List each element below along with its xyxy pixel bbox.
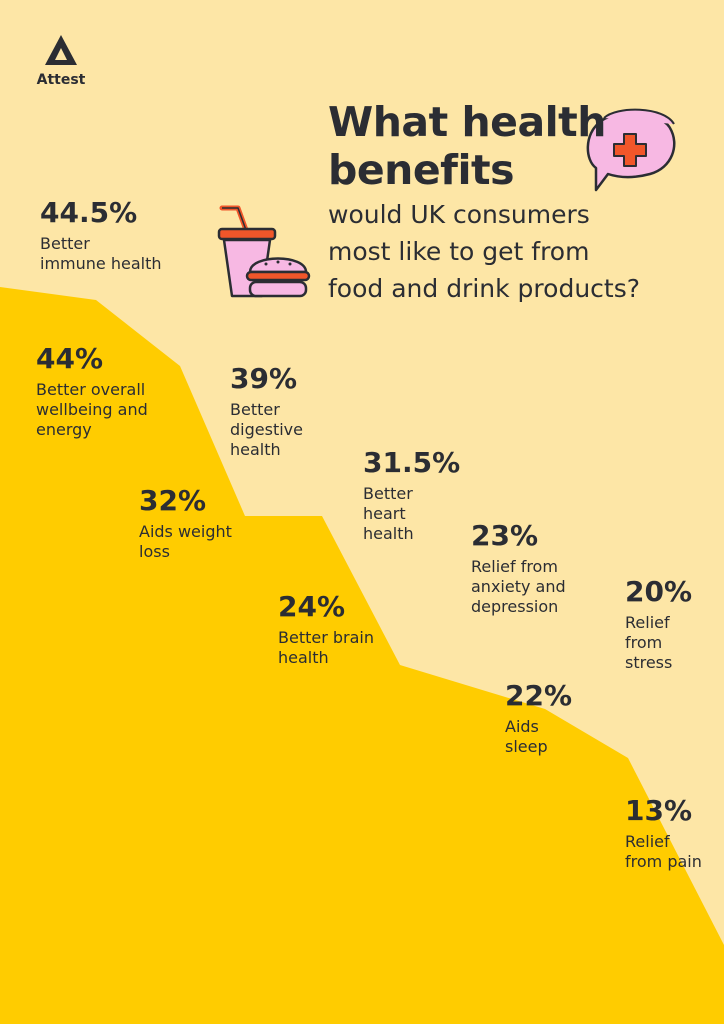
stat-label-line: heart bbox=[363, 504, 406, 523]
attest-logo-icon bbox=[45, 35, 77, 65]
stat-label-line: Aids bbox=[505, 717, 539, 736]
stat-value: 22% bbox=[505, 679, 573, 712]
stat-label-line: health bbox=[363, 524, 414, 543]
stat-better-overall-wellbeing-and-energy: 44% Better overall wellbeing and energy bbox=[36, 344, 148, 440]
stat-value: 44% bbox=[36, 342, 104, 375]
speech-bubble-medical-cross-icon bbox=[586, 108, 676, 192]
stat-value: 31.5% bbox=[363, 446, 461, 479]
stat-label-line: immune health bbox=[40, 254, 162, 273]
subtitle-line: food and drink products? bbox=[328, 274, 640, 303]
subtitle-line: would UK consumers bbox=[328, 200, 590, 229]
stat-better-immune-health: 44.5% Better immune health bbox=[40, 198, 161, 274]
brand-name: Attest bbox=[36, 72, 86, 88]
stat-value: 39% bbox=[230, 362, 298, 395]
stat-value: 32% bbox=[139, 484, 207, 517]
stat-aids-weight-loss: 32% Aids weight loss bbox=[139, 486, 232, 562]
stat-better-digestive-health: 39% Better digestive health bbox=[230, 364, 303, 460]
title-line: What health bbox=[328, 98, 606, 146]
burger-icon bbox=[245, 257, 311, 298]
stat-label: Relief from pain bbox=[625, 832, 702, 872]
page-subtitle: would UK consumers most like to get from… bbox=[328, 196, 640, 307]
stat-value: 20% bbox=[625, 575, 693, 608]
stat-label-line: Aids weight bbox=[139, 522, 232, 541]
area-shape bbox=[0, 287, 724, 1024]
stat-label-line: Better bbox=[363, 484, 413, 503]
stat-label-line: Relief bbox=[625, 832, 670, 851]
stat-relief-from-stress: 20% Relief from stress bbox=[625, 577, 692, 673]
stat-label: Better digestive health bbox=[230, 400, 303, 460]
stat-label-line: depression bbox=[471, 597, 559, 616]
stat-label: Better overall wellbeing and energy bbox=[36, 380, 148, 440]
stat-label-line: energy bbox=[36, 420, 92, 439]
stat-label-line: health bbox=[230, 440, 281, 459]
stat-value: 23% bbox=[471, 519, 539, 552]
page-title: What health benefits bbox=[328, 98, 606, 194]
stat-label: Better brain health bbox=[278, 628, 374, 668]
stat-label: Relief from anxiety and depression bbox=[471, 557, 566, 617]
stat-label-line: from bbox=[625, 633, 663, 652]
stat-label-line: wellbeing and bbox=[36, 400, 148, 419]
stat-value: 13% bbox=[625, 794, 693, 827]
subtitle-line: most like to get from bbox=[328, 237, 590, 266]
stat-label: Better immune health bbox=[40, 234, 161, 274]
stat-label-line: anxiety and bbox=[471, 577, 566, 596]
stat-label: Relief from stress bbox=[625, 613, 692, 673]
stat-value: 24% bbox=[278, 590, 346, 623]
stat-aids-sleep: 22% Aids sleep bbox=[505, 681, 572, 757]
stat-relief-from-anxiety-and-depression: 23% Relief from anxiety and depression bbox=[471, 521, 566, 617]
stat-label-line: sleep bbox=[505, 737, 548, 756]
stat-label-line: Better overall bbox=[36, 380, 146, 399]
stat-label-line: Better bbox=[230, 400, 280, 419]
stat-label-line: Relief bbox=[625, 613, 670, 632]
stat-label: Aids sleep bbox=[505, 717, 572, 757]
brand-logo: Attest bbox=[36, 34, 86, 88]
stat-label-line: Relief from bbox=[471, 557, 558, 576]
stat-better-heart-health: 31.5% Better heart health bbox=[363, 448, 460, 544]
stat-label-line: health bbox=[278, 648, 329, 667]
stat-value: 44.5% bbox=[40, 196, 138, 229]
stat-label: Aids weight loss bbox=[139, 522, 232, 562]
stat-relief-from-pain: 13% Relief from pain bbox=[625, 796, 702, 872]
stat-better-brain-health: 24% Better brain health bbox=[278, 592, 374, 668]
title-line: benefits bbox=[328, 146, 515, 194]
stat-label-line: stress bbox=[625, 653, 673, 672]
stat-label-line: loss bbox=[139, 542, 170, 561]
stat-label-line: Better bbox=[40, 234, 90, 253]
stat-label-line: Better brain bbox=[278, 628, 374, 647]
stat-label-line: from pain bbox=[625, 852, 702, 871]
stat-label: Better heart health bbox=[363, 484, 460, 544]
stat-label-line: digestive bbox=[230, 420, 303, 439]
